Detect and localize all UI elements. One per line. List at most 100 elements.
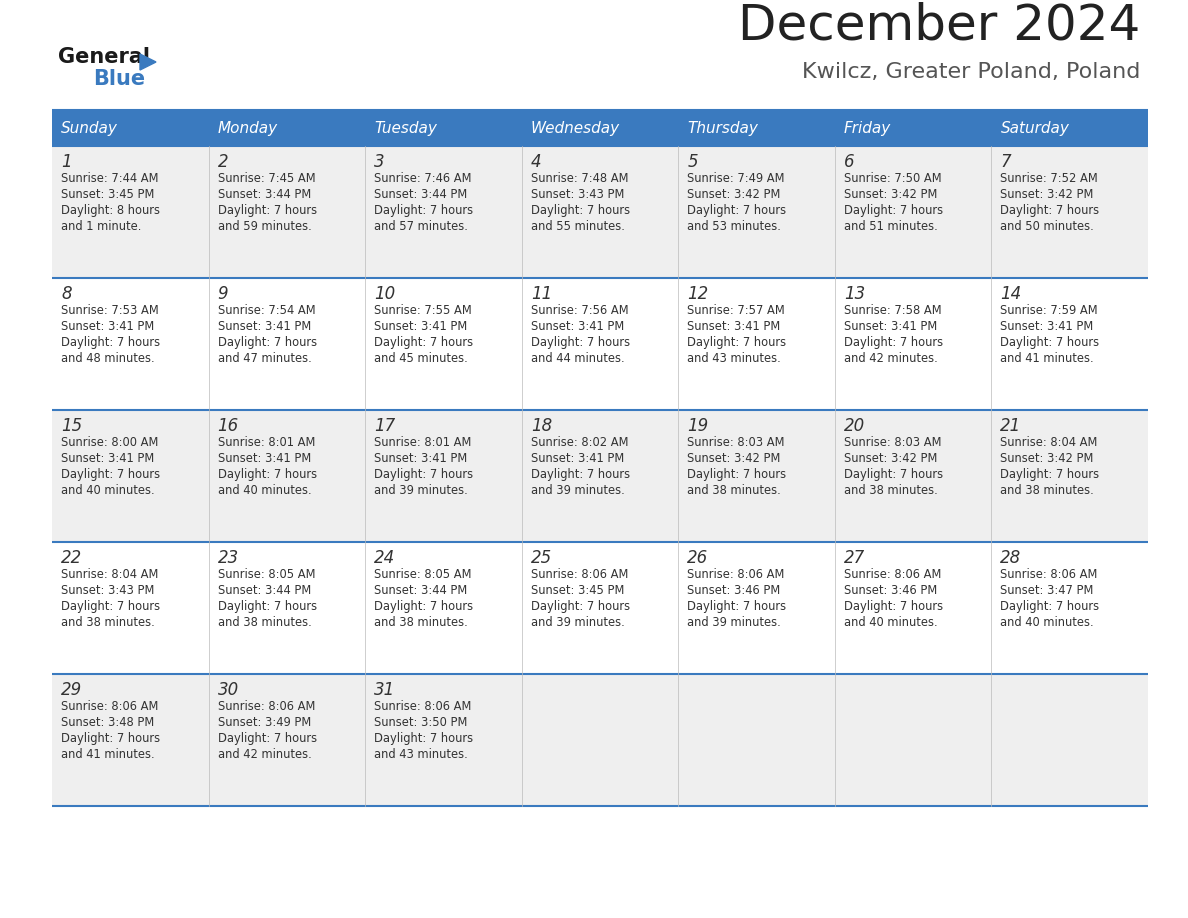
Text: 25: 25 (531, 549, 552, 567)
Text: Sunrise: 7:44 AM: Sunrise: 7:44 AM (61, 172, 158, 185)
Text: Sunset: 3:48 PM: Sunset: 3:48 PM (61, 716, 154, 729)
Text: and 48 minutes.: and 48 minutes. (61, 352, 154, 365)
Bar (209, 542, 365, 674)
Text: 5: 5 (688, 153, 697, 171)
Text: Daylight: 7 hours: Daylight: 7 hours (374, 732, 473, 745)
Text: Sunset: 3:44 PM: Sunset: 3:44 PM (217, 188, 311, 201)
Text: 11: 11 (531, 285, 552, 303)
Text: Daylight: 7 hours: Daylight: 7 hours (217, 600, 317, 613)
Text: and 53 minutes.: and 53 minutes. (688, 220, 782, 233)
Bar (52, 410, 209, 542)
Text: 6: 6 (843, 153, 854, 171)
Text: and 38 minutes.: and 38 minutes. (688, 484, 781, 497)
Bar (365, 542, 522, 674)
Text: Blue: Blue (93, 69, 145, 89)
Text: Sunset: 3:41 PM: Sunset: 3:41 PM (374, 452, 467, 465)
Text: Friday: Friday (843, 120, 891, 136)
Text: Daylight: 7 hours: Daylight: 7 hours (61, 732, 160, 745)
Text: Sunset: 3:41 PM: Sunset: 3:41 PM (531, 320, 624, 333)
Bar (992, 110, 1148, 146)
Text: Daylight: 7 hours: Daylight: 7 hours (843, 336, 943, 349)
Text: Daylight: 7 hours: Daylight: 7 hours (531, 600, 630, 613)
Text: 22: 22 (61, 549, 82, 567)
Text: 19: 19 (688, 417, 708, 435)
Text: Daylight: 7 hours: Daylight: 7 hours (374, 468, 473, 481)
Text: Sunrise: 7:53 AM: Sunrise: 7:53 AM (61, 304, 159, 317)
Text: Sunrise: 7:45 AM: Sunrise: 7:45 AM (217, 172, 315, 185)
Text: Sunset: 3:45 PM: Sunset: 3:45 PM (531, 584, 624, 597)
Bar (365, 410, 522, 542)
Bar (992, 146, 1148, 278)
Text: Saturday: Saturday (1000, 120, 1069, 136)
Text: 18: 18 (531, 417, 552, 435)
Bar (209, 278, 365, 410)
Text: Sunrise: 7:52 AM: Sunrise: 7:52 AM (1000, 172, 1098, 185)
Text: and 42 minutes.: and 42 minutes. (843, 352, 937, 365)
Text: Sunset: 3:41 PM: Sunset: 3:41 PM (61, 452, 154, 465)
Bar (835, 278, 992, 410)
Bar (522, 674, 678, 806)
Text: 8: 8 (61, 285, 71, 303)
Text: Daylight: 7 hours: Daylight: 7 hours (1000, 600, 1100, 613)
Bar (52, 146, 209, 278)
Text: and 43 minutes.: and 43 minutes. (688, 352, 781, 365)
Text: Daylight: 7 hours: Daylight: 7 hours (688, 204, 786, 217)
Bar (52, 110, 209, 146)
Text: Sunset: 3:46 PM: Sunset: 3:46 PM (688, 584, 781, 597)
Text: Sunrise: 7:46 AM: Sunrise: 7:46 AM (374, 172, 472, 185)
Bar (522, 542, 678, 674)
Text: Sunrise: 8:03 AM: Sunrise: 8:03 AM (843, 436, 941, 449)
Bar (522, 146, 678, 278)
Bar (522, 410, 678, 542)
Text: and 40 minutes.: and 40 minutes. (843, 616, 937, 629)
Text: and 41 minutes.: and 41 minutes. (1000, 352, 1094, 365)
Text: Daylight: 7 hours: Daylight: 7 hours (531, 204, 630, 217)
Text: and 39 minutes.: and 39 minutes. (531, 616, 625, 629)
Text: 28: 28 (1000, 549, 1022, 567)
Text: Sunrise: 7:57 AM: Sunrise: 7:57 AM (688, 304, 785, 317)
Text: 13: 13 (843, 285, 865, 303)
Text: Sunset: 3:42 PM: Sunset: 3:42 PM (843, 452, 937, 465)
Text: Sunset: 3:42 PM: Sunset: 3:42 PM (688, 188, 781, 201)
Text: Sunset: 3:41 PM: Sunset: 3:41 PM (531, 452, 624, 465)
Text: Sunday: Sunday (61, 120, 118, 136)
Text: Sunset: 3:42 PM: Sunset: 3:42 PM (843, 188, 937, 201)
Text: Daylight: 7 hours: Daylight: 7 hours (61, 600, 160, 613)
Text: and 40 minutes.: and 40 minutes. (61, 484, 154, 497)
Text: 29: 29 (61, 681, 82, 699)
Text: Sunrise: 7:58 AM: Sunrise: 7:58 AM (843, 304, 941, 317)
Text: Sunset: 3:41 PM: Sunset: 3:41 PM (61, 320, 154, 333)
Bar (835, 674, 992, 806)
Text: Sunrise: 8:01 AM: Sunrise: 8:01 AM (374, 436, 472, 449)
Text: 30: 30 (217, 681, 239, 699)
Bar (365, 278, 522, 410)
Text: 26: 26 (688, 549, 708, 567)
Text: and 41 minutes.: and 41 minutes. (61, 748, 154, 761)
Text: and 1 minute.: and 1 minute. (61, 220, 141, 233)
Text: and 38 minutes.: and 38 minutes. (843, 484, 937, 497)
Text: Daylight: 7 hours: Daylight: 7 hours (374, 204, 473, 217)
Text: 1: 1 (61, 153, 71, 171)
Text: and 45 minutes.: and 45 minutes. (374, 352, 468, 365)
Text: Daylight: 7 hours: Daylight: 7 hours (688, 468, 786, 481)
Text: and 51 minutes.: and 51 minutes. (843, 220, 937, 233)
Text: Daylight: 7 hours: Daylight: 7 hours (843, 600, 943, 613)
Text: Daylight: 7 hours: Daylight: 7 hours (217, 732, 317, 745)
Text: and 59 minutes.: and 59 minutes. (217, 220, 311, 233)
Text: Sunrise: 8:03 AM: Sunrise: 8:03 AM (688, 436, 785, 449)
Bar (678, 542, 835, 674)
Text: and 40 minutes.: and 40 minutes. (217, 484, 311, 497)
Text: 31: 31 (374, 681, 396, 699)
Text: Sunrise: 8:04 AM: Sunrise: 8:04 AM (61, 568, 158, 581)
Bar (835, 110, 992, 146)
Bar (678, 110, 835, 146)
Bar (209, 674, 365, 806)
Text: 9: 9 (217, 285, 228, 303)
Text: and 38 minutes.: and 38 minutes. (374, 616, 468, 629)
Text: General: General (58, 47, 150, 67)
Text: Daylight: 7 hours: Daylight: 7 hours (1000, 468, 1100, 481)
Text: Sunrise: 7:49 AM: Sunrise: 7:49 AM (688, 172, 785, 185)
Text: and 39 minutes.: and 39 minutes. (374, 484, 468, 497)
Text: and 39 minutes.: and 39 minutes. (688, 616, 781, 629)
Text: Sunrise: 8:06 AM: Sunrise: 8:06 AM (61, 700, 158, 713)
